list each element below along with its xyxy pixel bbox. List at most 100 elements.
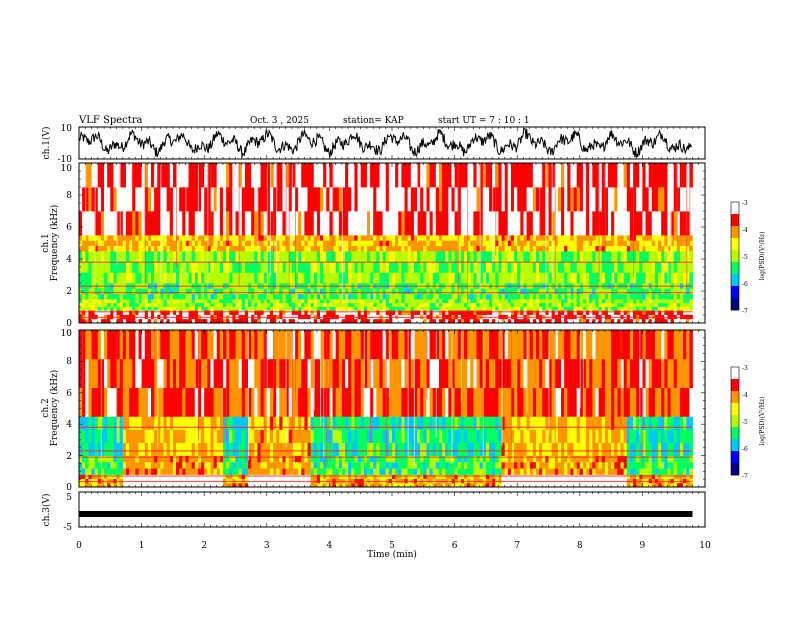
spectrogram-cell	[182, 429, 186, 442]
spectrogram-cell	[379, 235, 383, 241]
spectrogram-cell	[164, 310, 168, 315]
spectrogram-cell	[151, 299, 155, 303]
spectrogram-cell	[373, 288, 377, 294]
spectrogram-cell	[624, 251, 628, 262]
spectrogram-cell	[242, 294, 246, 300]
spectrogram-cell	[245, 429, 249, 442]
ch2-spectrogram-image	[79, 330, 693, 487]
spectrogram-cell	[138, 251, 142, 262]
spectrogram-cell	[142, 310, 146, 315]
spectrogram-cell	[126, 262, 130, 273]
spectrogram-cell	[179, 187, 183, 211]
spectrogram-cell	[176, 462, 180, 469]
spectrogram-cell	[364, 288, 368, 294]
spectrogram-cell	[408, 187, 412, 211]
spectrogram-cell	[311, 187, 315, 211]
spectrogram-cell	[661, 235, 665, 241]
spectrogram-cell	[339, 306, 343, 310]
spectrogram-cell	[586, 211, 590, 235]
spectrogram-cell	[627, 211, 631, 235]
spectrogram-cell	[624, 288, 628, 294]
spectrogram-cell	[498, 310, 502, 315]
spectrogram-cell	[254, 163, 258, 187]
spectrogram-cell	[636, 306, 640, 310]
spectrogram-cell	[98, 211, 102, 235]
spectrogram-cell	[445, 240, 449, 246]
spectrogram-cell	[608, 272, 612, 283]
spectrogram-cell	[448, 306, 452, 310]
spectrogram-cell	[477, 294, 481, 300]
spectrogram-cell	[401, 246, 405, 252]
spectrogram-cell	[589, 262, 593, 273]
spectrogram-cell	[214, 443, 218, 456]
spectrogram-cell	[420, 299, 424, 303]
spectrogram-cell	[620, 235, 624, 241]
spectrogram-streak	[217, 163, 218, 247]
spectrogram-cell	[677, 310, 681, 315]
spectrogram-cell	[558, 299, 562, 303]
ch1-ytick-8: 8	[66, 191, 72, 201]
spectrogram-cell	[154, 474, 158, 479]
spectrogram-cell	[649, 240, 653, 246]
spectrogram-cell	[574, 187, 578, 211]
spectrogram-cell	[439, 299, 443, 303]
spectrogram-cell	[649, 306, 653, 310]
spectrogram-cell	[276, 306, 280, 310]
spectrogram-cell	[120, 288, 124, 294]
spectrogram-cell	[498, 235, 502, 241]
spectrogram-cell	[411, 288, 415, 294]
spectrogram-cell	[489, 303, 493, 307]
spectrogram-cell	[220, 306, 224, 310]
spectrogram-cell	[279, 462, 283, 469]
spectrogram-cell	[123, 388, 127, 417]
spectrogram-cell	[498, 272, 502, 283]
spectrogram-cell	[329, 299, 333, 303]
spectrogram-cell	[110, 429, 114, 442]
spectrogram-cell	[361, 288, 365, 294]
spectrogram-cell	[414, 303, 418, 307]
spectrogram-cell	[145, 299, 149, 303]
spectrogram-cell	[329, 303, 333, 307]
spectrogram-cell	[110, 187, 114, 211]
spectrogram-cell	[214, 429, 218, 442]
spectrogram-cell	[417, 310, 421, 315]
spectrogram-cell	[430, 272, 434, 283]
spectrogram-cell	[408, 251, 412, 262]
spectrogram-cell	[286, 306, 290, 310]
spectrogram-cell	[620, 299, 624, 303]
spectrogram-cell	[389, 310, 393, 315]
spectrogram-cell	[649, 262, 653, 273]
spectrogram-cell	[192, 443, 196, 456]
spectrogram-cell	[376, 262, 380, 273]
spectrogram-cell	[95, 474, 99, 479]
spectrogram-cell	[257, 330, 261, 359]
spectrogram-cell	[126, 310, 130, 315]
spectrogram-cell	[642, 246, 646, 252]
spectrogram-cell	[677, 288, 681, 294]
spectrogram-cell	[204, 299, 208, 303]
spectrogram-cell	[386, 211, 390, 235]
spectrogram-cell	[79, 303, 83, 307]
spectrogram-cell	[273, 429, 277, 442]
spectrogram-cell	[361, 211, 365, 235]
spectrogram-cell	[170, 303, 174, 307]
spectrogram-cell	[633, 299, 637, 303]
spectrogram-cell	[655, 310, 659, 315]
spectrogram-cell	[652, 262, 656, 273]
spectrogram-cell	[138, 303, 142, 307]
spectrogram-cell	[245, 163, 249, 187]
spectrogram-cell	[220, 187, 224, 211]
spectrogram-cell	[558, 246, 562, 252]
spectrogram-cell	[627, 187, 631, 211]
spectrogram-cell	[567, 187, 571, 211]
spectrogram-cell	[204, 272, 208, 283]
spectrogram-cell	[602, 187, 606, 211]
spectrogram-cell	[282, 262, 286, 273]
spectrogram-cell	[630, 246, 634, 252]
spectrogram-cell	[251, 235, 255, 241]
spectrogram-cell	[79, 429, 83, 442]
spectrogram-cell	[254, 429, 258, 442]
spectrogram-cell	[642, 262, 646, 273]
spectrogram-cell	[530, 262, 534, 273]
spectrogram-streak	[239, 163, 240, 287]
